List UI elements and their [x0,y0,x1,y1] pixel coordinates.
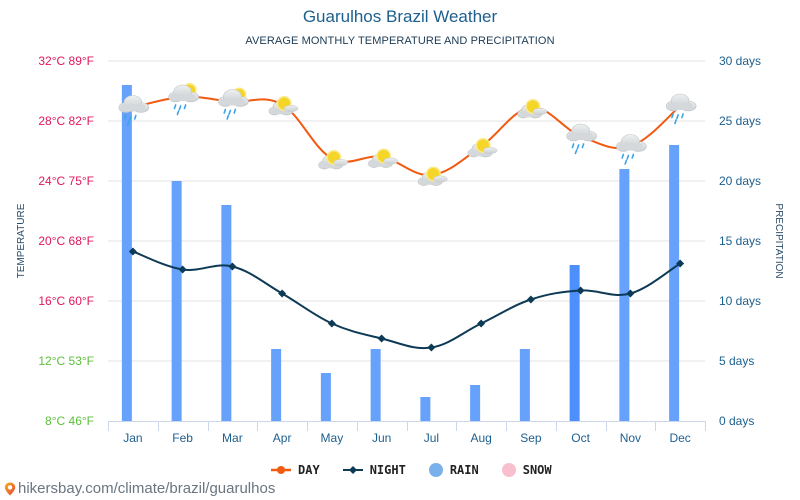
x-tick-label: Sep [520,431,542,445]
chart-subtitle: AVERAGE MONTHLY TEMPERATURE AND PRECIPIT… [245,35,555,47]
sun-cloud-icon [268,96,299,116]
x-tick-label: Nov [620,431,641,445]
rain-bar-oct[interactable] [569,265,580,421]
right-tick-label: 5 days [719,354,754,368]
x-tick-label: Aug [470,431,491,445]
night-point-jul[interactable] [427,343,436,352]
rain-dot-icon [428,463,443,477]
rain-bar-may[interactable] [320,373,331,421]
x-tick-label: Mar [222,431,243,445]
left-tick-label: 8°C 46°F [45,414,94,428]
legend-snow-label: SNOW [522,463,552,477]
rain-bar-sep[interactable] [519,349,530,421]
night-point-aug[interactable] [477,319,486,328]
source-link[interactable]: hikersbay.com/climate/brazil/guarulhos [4,480,275,497]
cloud-sun-rain-icon [218,87,249,120]
sun-cloud-icon [417,166,448,186]
sun-cloud-icon [467,138,498,158]
right-tick-label: 20 days [719,174,761,188]
night-line [132,250,681,350]
day-line [132,95,681,177]
cloud-rain-icon [616,134,647,165]
left-tick-label: 28°C 82°F [38,114,94,128]
rain-bar-jan[interactable] [121,85,132,421]
night-point-may[interactable] [327,319,336,328]
right-tick-label: 30 days [719,54,761,68]
night-point-feb[interactable] [178,265,187,274]
night-point-nov[interactable] [626,289,635,298]
grid-lines [108,60,705,362]
left-tick-label: 16°C 60°F [38,294,94,308]
sun-cloud-icon [368,148,398,168]
left-tick-label: 20°C 68°F [38,234,94,248]
sun-cloud-icon [517,99,548,119]
rain-bar-feb[interactable] [171,181,182,421]
chart-title: Guarulhos Brazil Weather [302,7,498,26]
sun-cloud-icon [318,150,349,170]
left-tick-label: 24°C 75°F [38,174,94,188]
x-tick-label: Oct [571,431,590,445]
night-line-marker-icon [342,466,363,474]
location-pin-icon [4,482,16,495]
legend-rain[interactable]: RAIN [428,462,479,478]
left-axis-ticks: 32°C 89°F 28°C 82°F 24°C 75°F 20°C 68°F 16°C… [38,54,94,428]
x-tick-label: Jul [424,431,439,445]
rain-bar-dec[interactable] [669,145,680,421]
weather-icons [118,83,697,186]
snow-dot-icon [501,463,516,477]
legend-snow[interactable]: SNOW [501,462,552,478]
x-tick-label: Dec [669,431,690,445]
weather-chart: 32°C 89°F 28°C 82°F 24°C 75°F 20°C 68°F 16°C… [16,54,784,445]
cloud-sun-rain-icon [168,83,199,116]
legend-day[interactable]: DAY [270,463,320,477]
cloud-rain-icon [118,95,150,126]
legend-day-label: DAY [298,463,320,477]
legend-night[interactable]: NIGHT [342,463,406,477]
night-point-apr[interactable] [278,289,287,298]
legend-rain-label: RAIN [449,463,479,477]
night-point-sep[interactable] [526,295,535,304]
cloud-rain-icon [566,123,597,155]
rain-bar-apr[interactable] [271,349,282,421]
night-series [128,247,685,352]
rain-bar-jul[interactable] [420,397,431,421]
left-axis-title: TEMPERATURE [16,203,27,278]
right-tick-label: 25 days [719,114,761,128]
x-tick-label: May [321,431,344,445]
day-series [132,95,681,177]
source-url: hikersbay.com/climate/brazil/guarulhos [18,480,276,497]
legend-night-label: NIGHT [369,463,406,477]
rain-bar-jun[interactable] [370,349,381,421]
night-point-oct[interactable] [576,286,585,295]
left-tick-label: 12°C 53°F [38,354,94,368]
cloud-rain-icon [665,93,697,125]
night-point-dec[interactable] [676,259,685,268]
rain-bar-aug[interactable] [470,385,481,421]
x-tick-label: Jan [123,431,142,445]
night-point-jun[interactable] [377,334,386,343]
x-tick-label: Jun [372,431,391,445]
right-tick-label: 10 days [719,294,761,308]
right-axis-title: PRECIPITATION [773,203,784,278]
legend: DAY NIGHT RAIN SNOW [270,462,552,478]
right-tick-label: 15 days [719,234,761,248]
rain-bar-mar[interactable] [221,205,232,421]
right-axis-ticks: 30 days 25 days 20 days 15 days 10 days 5 day… [719,54,761,428]
day-line-marker-icon [271,466,291,474]
x-tick-label: Feb [172,431,193,445]
x-tick-label: Apr [273,431,292,445]
night-point-jan[interactable] [128,247,137,256]
night-point-mar[interactable] [228,262,237,271]
right-tick-label: 0 days [719,414,754,428]
left-tick-label: 32°C 89°F [38,54,94,68]
x-axis: Jan Feb Mar Apr May Jun Jul Aug Sep Oct Nov Dec [108,421,706,445]
